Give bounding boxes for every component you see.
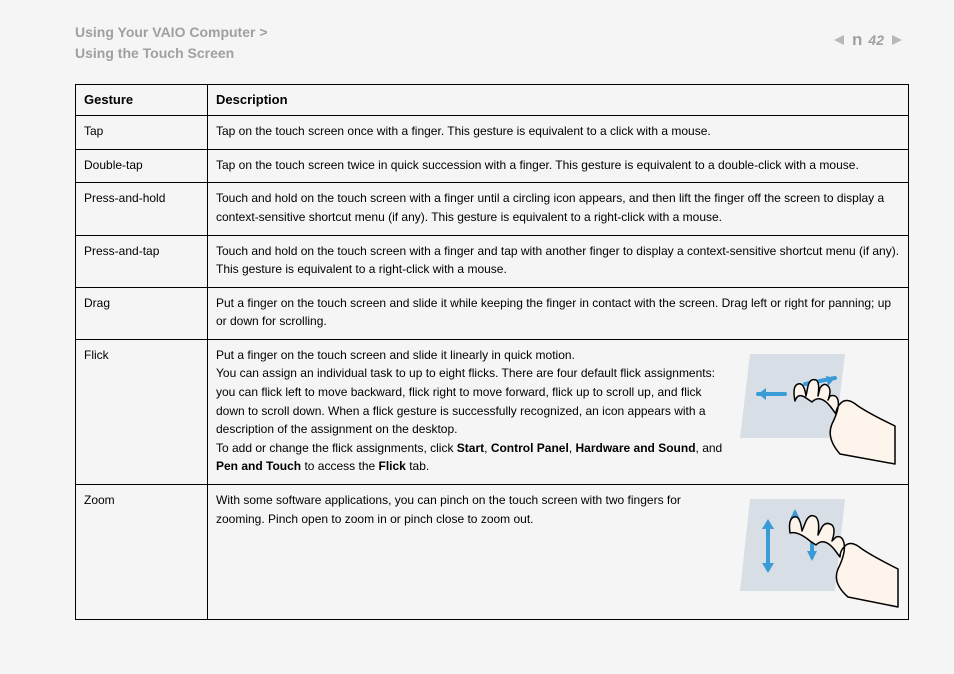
next-page-icon[interactable]	[890, 33, 904, 47]
zoom-illustration	[740, 491, 900, 611]
table-row: Press-and-hold Touch and hold on the tou…	[76, 183, 909, 235]
desc-cell: Touch and hold on the touch screen with …	[208, 235, 909, 287]
col-header-gesture: Gesture	[76, 85, 208, 116]
table-row: Press-and-tap Touch and hold on the touc…	[76, 235, 909, 287]
table-row: Zoom With some software applications, yo…	[76, 485, 909, 620]
gesture-cell: Zoom	[76, 485, 208, 620]
gesture-cell: Tap	[76, 116, 208, 150]
desc-cell: Tap on the touch screen twice in quick s…	[208, 149, 909, 183]
gesture-cell: Press-and-hold	[76, 183, 208, 235]
gesture-cell: Press-and-tap	[76, 235, 208, 287]
page-body: Gesture Description Tap Tap on the touch…	[0, 64, 954, 640]
gestures-table: Gesture Description Tap Tap on the touch…	[75, 84, 909, 620]
gesture-cell: Flick	[76, 339, 208, 484]
page-number: 42	[868, 32, 884, 48]
prev-page-icon[interactable]	[832, 33, 846, 47]
desc-cell: Put a finger on the touch screen and sli…	[208, 287, 909, 339]
page-nav: n 42	[832, 30, 904, 50]
page-marker: n	[852, 30, 862, 50]
flick-p2: You can assign an individual task to up …	[216, 364, 728, 438]
table-row: Double-tap Tap on the touch screen twice…	[76, 149, 909, 183]
desc-cell: With some software applications, you can…	[208, 485, 909, 620]
breadcrumb: Using Your VAIO Computer > Using the Tou…	[75, 22, 268, 64]
table-row: Drag Put a finger on the touch screen an…	[76, 287, 909, 339]
gesture-cell: Double-tap	[76, 149, 208, 183]
table-row: Flick Put a finger on the touch screen a…	[76, 339, 909, 484]
table-row: Tap Tap on the touch screen once with a …	[76, 116, 909, 150]
breadcrumb-line1: Using Your VAIO Computer >	[75, 22, 268, 43]
gesture-cell: Drag	[76, 287, 208, 339]
breadcrumb-line2: Using the Touch Screen	[75, 43, 268, 64]
page-header: Using Your VAIO Computer > Using the Tou…	[0, 0, 954, 64]
zoom-text: With some software applications, you can…	[216, 491, 728, 528]
flick-text: Put a finger on the touch screen and sli…	[216, 346, 728, 476]
flick-p3: To add or change the flick assignments, …	[216, 439, 728, 476]
table-header-row: Gesture Description	[76, 85, 909, 116]
flick-p1: Put a finger on the touch screen and sli…	[216, 346, 728, 365]
desc-cell: Touch and hold on the touch screen with …	[208, 183, 909, 235]
flick-illustration	[740, 346, 900, 466]
desc-cell: Tap on the touch screen once with a fing…	[208, 116, 909, 150]
col-header-description: Description	[208, 85, 909, 116]
desc-cell: Put a finger on the touch screen and sli…	[208, 339, 909, 484]
